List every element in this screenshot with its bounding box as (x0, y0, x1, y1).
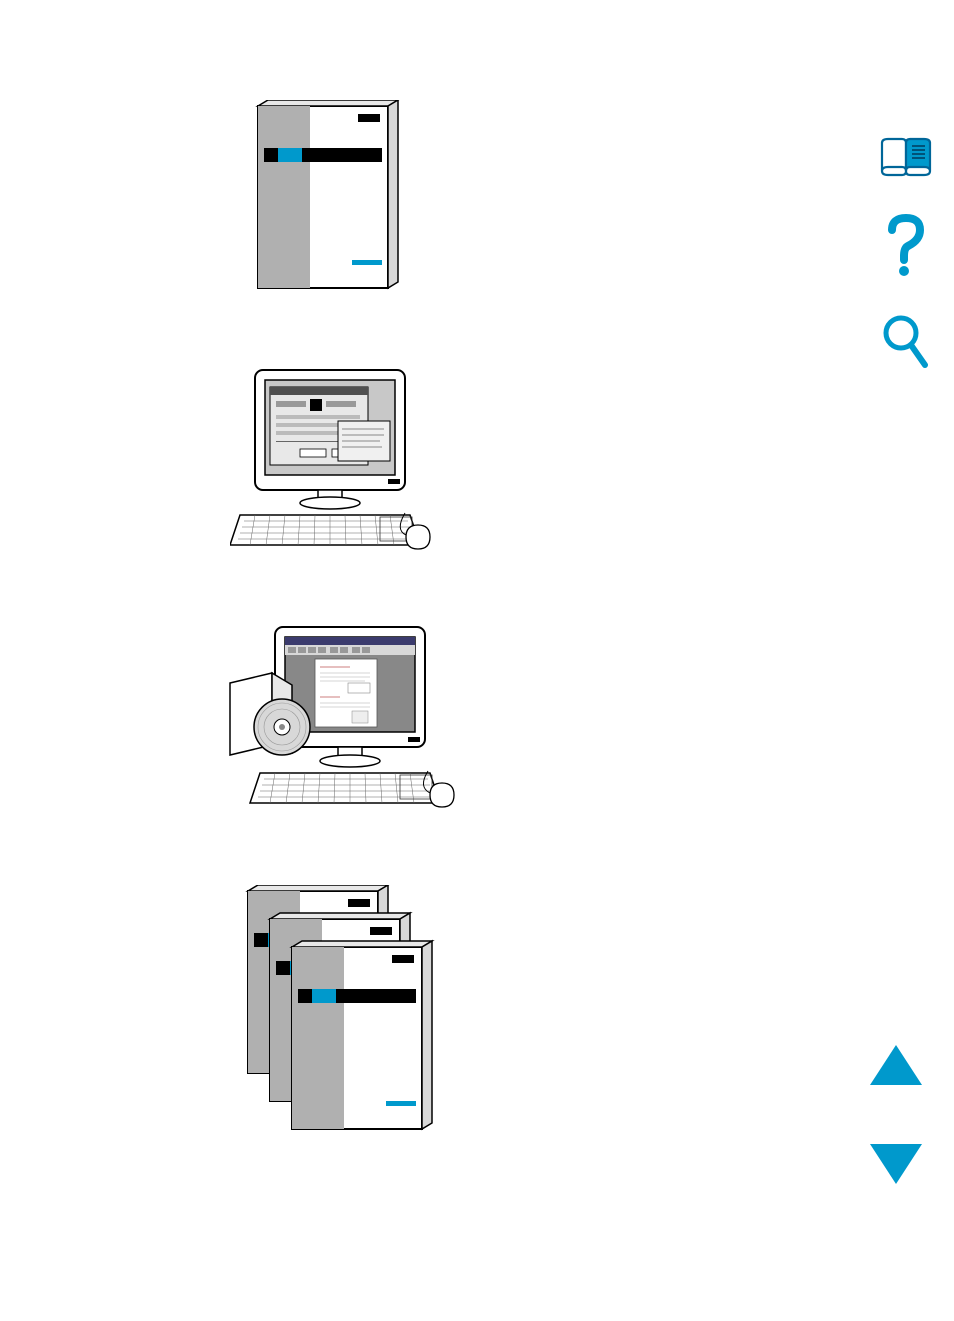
page-nav-arrows (868, 1043, 924, 1191)
illustration-column (240, 100, 500, 1210)
desktop-cd-illustration (220, 625, 500, 825)
book-icon[interactable] (878, 135, 934, 184)
sidebar-nav (878, 135, 934, 376)
up-arrow-icon[interactable] (868, 1043, 924, 1092)
question-icon[interactable] (884, 214, 928, 283)
down-arrow-icon[interactable] (868, 1142, 924, 1191)
software-boxes-stack-illustration (230, 885, 500, 1150)
software-box-illustration (240, 100, 500, 305)
search-icon[interactable] (881, 313, 931, 376)
desktop-dialog-illustration (230, 365, 500, 565)
